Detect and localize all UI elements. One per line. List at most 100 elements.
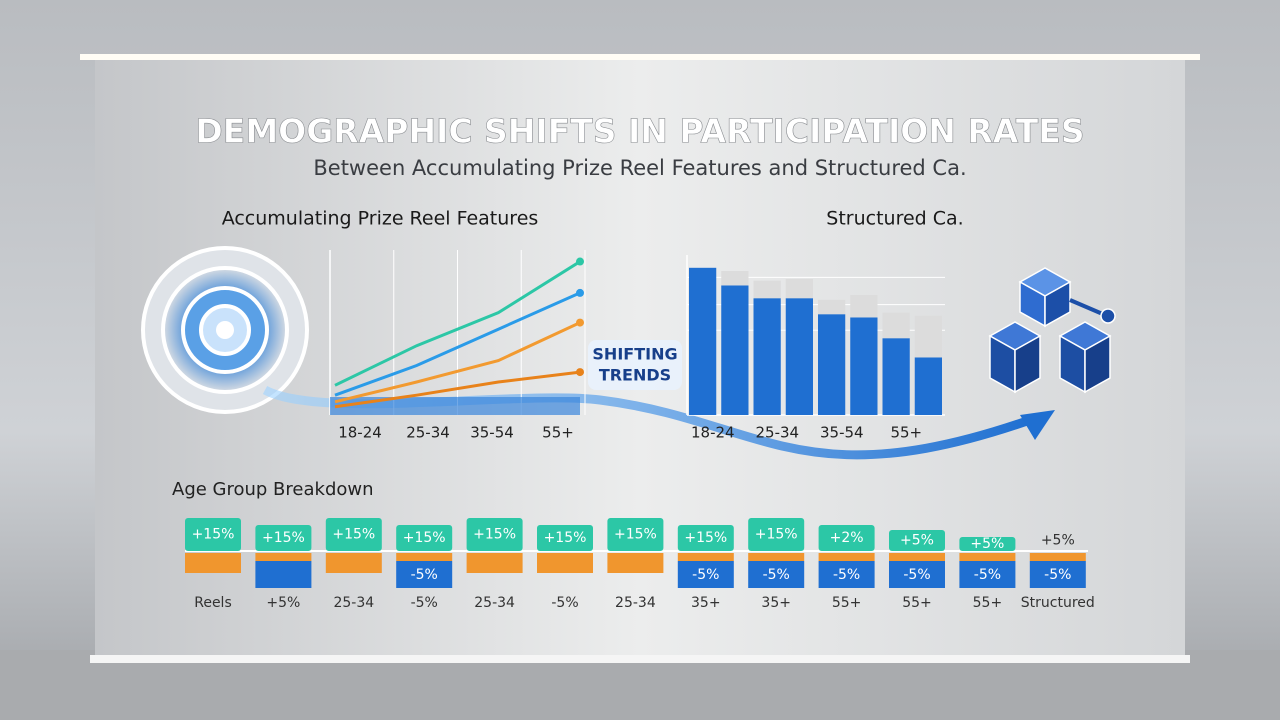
tile-top <box>818 525 875 551</box>
bar-segment <box>721 271 749 286</box>
line-end-dot <box>576 288 584 297</box>
tile-bottom <box>748 561 805 588</box>
tile-bottom <box>607 553 664 573</box>
tile-bottom-label: -5% <box>1044 567 1071 583</box>
tile-label: 25-34 <box>333 595 374 611</box>
tile-top <box>466 518 523 551</box>
x-tick-label: 35-54 <box>820 424 864 442</box>
target-icon <box>141 246 309 414</box>
tile-top <box>396 525 453 551</box>
tile-top-label: +5% <box>900 533 934 549</box>
bar-segment <box>753 298 781 415</box>
cube-icon <box>988 267 1116 394</box>
tile-label: +5% <box>266 595 300 611</box>
tile-top-label: +15% <box>684 530 727 546</box>
line-end-dot <box>576 368 584 377</box>
tile-label: -5% <box>551 595 578 611</box>
tile-bottom-label: -5% <box>692 567 719 583</box>
tile-bottom <box>959 553 1016 561</box>
x-tick-label: 25-34 <box>756 424 800 442</box>
tile-bottom <box>748 553 805 561</box>
x-tick-label: 55+ <box>542 424 574 442</box>
tile-bottom <box>1029 553 1086 561</box>
tile-top-label: +15% <box>473 527 516 543</box>
tile-label: 35+ <box>691 595 721 611</box>
subtitle: Between Accumulating Prize Reel Features… <box>313 156 966 180</box>
tile-top-label: +15% <box>332 527 375 543</box>
bar-segment <box>818 314 846 415</box>
tile-bottom <box>466 553 523 573</box>
tile-top-label: +5% <box>1041 533 1075 549</box>
bar-segment <box>721 285 749 415</box>
tile-top <box>185 518 241 551</box>
tile-bottom <box>889 553 945 561</box>
tile-top-label: +2% <box>830 530 864 546</box>
chart-title: Accumulating Prize Reel Features <box>222 208 539 230</box>
bar-segment <box>914 357 942 415</box>
line-series <box>334 291 581 397</box>
x-tick-label: 18-24 <box>338 424 382 442</box>
line-series <box>334 321 581 404</box>
line-end-dot <box>576 318 584 327</box>
annotation: TRENDS <box>599 366 671 385</box>
bar-segment <box>753 280 781 299</box>
tile-bottom <box>325 553 382 573</box>
tile-bottom-label: -5% <box>833 567 860 583</box>
panel-base <box>90 655 1190 663</box>
tile-bottom <box>818 561 875 588</box>
tile-label: 35+ <box>761 595 791 611</box>
bar-segment <box>818 299 846 315</box>
tile-bottom <box>818 553 875 561</box>
bar-segment <box>689 267 717 415</box>
tile-top <box>677 525 734 551</box>
plot-base <box>330 397 580 415</box>
tile-bottom <box>537 553 593 573</box>
tile-top-label: +5% <box>970 536 1004 552</box>
tile-bottom <box>889 561 945 588</box>
bar-segment <box>882 338 910 415</box>
tile-top-label: +15% <box>403 530 446 546</box>
tile-bottom <box>959 561 1016 588</box>
tile-top-label: +15% <box>755 527 798 543</box>
tile-bottom-label: -5% <box>763 567 790 583</box>
tile-label: 25-34 <box>615 595 656 611</box>
tile-top-label: +15% <box>192 527 235 543</box>
tile-top <box>537 525 593 551</box>
tile-bottom-label: -5% <box>974 567 1001 583</box>
tile-top <box>889 530 945 551</box>
tile-bottom <box>677 561 734 588</box>
bar-segment <box>914 315 942 358</box>
annotation-box <box>588 340 682 390</box>
tile-label: 55+ <box>902 595 932 611</box>
line-series <box>334 260 581 387</box>
line-end-dot <box>576 257 584 266</box>
tile-top-label: +15% <box>262 530 305 546</box>
tile-top <box>325 518 382 551</box>
x-tick-label: 35-54 <box>470 424 514 442</box>
tile-bottom <box>677 553 734 561</box>
tile-label: Structured <box>1021 595 1095 611</box>
bar-segment <box>850 317 878 415</box>
bar-segment <box>785 298 813 415</box>
tile-bottom <box>396 553 453 561</box>
x-tick-label: 18-24 <box>691 424 735 442</box>
bar-segment <box>850 295 878 318</box>
tile-top <box>748 518 805 551</box>
arrow-head <box>1020 410 1055 440</box>
line-series <box>334 370 581 409</box>
tile-label: 55+ <box>973 595 1003 611</box>
tile-top <box>255 525 312 551</box>
tile-top-label: +15% <box>544 530 587 546</box>
tile-bottom <box>185 553 241 573</box>
x-tick-label: 25-34 <box>406 424 450 442</box>
tile-bottom <box>255 561 312 588</box>
breakdown-title: Age Group Breakdown <box>172 479 374 500</box>
tile-top-label: +15% <box>614 527 657 543</box>
tile-bottom-label: -5% <box>903 567 930 583</box>
tile-bottom <box>1029 561 1086 588</box>
tile-top <box>607 518 664 551</box>
chart-title: Structured Ca. <box>826 208 963 230</box>
tile-top <box>959 537 1016 551</box>
x-tick-label: 55+ <box>890 424 922 442</box>
